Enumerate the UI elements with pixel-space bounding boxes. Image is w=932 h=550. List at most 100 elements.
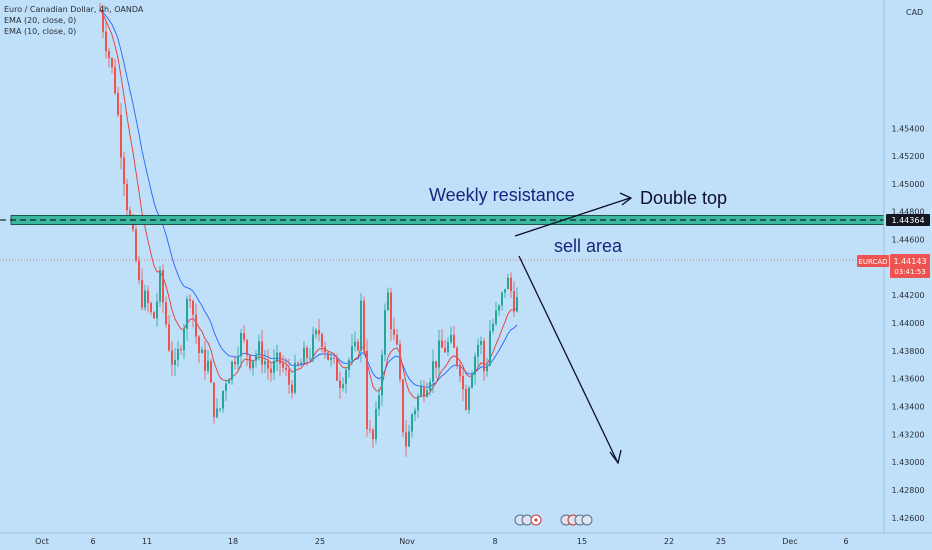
candle-body[interactable] xyxy=(192,300,194,315)
candle-body[interactable] xyxy=(369,428,371,430)
candle-body[interactable] xyxy=(174,360,176,365)
candle-body[interactable] xyxy=(414,410,416,415)
candle-body[interactable] xyxy=(384,309,386,355)
candle-body[interactable] xyxy=(483,340,485,372)
candle-body[interactable] xyxy=(492,323,494,331)
candle-body[interactable] xyxy=(243,333,245,340)
candle-body[interactable] xyxy=(99,10,101,11)
candle-body[interactable] xyxy=(426,390,428,397)
candle-body[interactable] xyxy=(288,369,290,385)
candle-body[interactable] xyxy=(216,408,218,417)
symbol-title[interactable]: Euro / Canadian Dollar, 4h, OANDA xyxy=(4,5,144,14)
candle-body[interactable] xyxy=(462,375,464,390)
candle-body[interactable] xyxy=(159,269,161,302)
candle-body[interactable] xyxy=(435,361,437,368)
candle-body[interactable] xyxy=(420,386,422,397)
candle-body[interactable] xyxy=(138,260,140,281)
candle-body[interactable] xyxy=(198,336,200,354)
candle-body[interactable] xyxy=(411,414,413,432)
candle-body[interactable] xyxy=(429,382,431,391)
candle-body[interactable] xyxy=(261,341,263,365)
candle-body[interactable] xyxy=(129,210,131,220)
candle-body[interactable] xyxy=(147,290,149,304)
candle-body[interactable] xyxy=(345,370,347,385)
candle-body[interactable] xyxy=(162,269,164,303)
candle-body[interactable] xyxy=(273,360,275,373)
ema20-legend[interactable]: EMA (20, close, 0) xyxy=(4,16,77,25)
candle-body[interactable] xyxy=(291,384,293,393)
sell-arrow-shaft[interactable] xyxy=(518,255,618,462)
candle-body[interactable] xyxy=(228,379,230,384)
candle-body[interactable] xyxy=(474,356,476,375)
candle-body[interactable] xyxy=(357,341,359,351)
candle-body[interactable] xyxy=(360,300,362,351)
candle-body[interactable] xyxy=(141,280,143,308)
candle-body[interactable] xyxy=(201,349,203,354)
candle-body[interactable] xyxy=(501,292,503,306)
candle-body[interactable] xyxy=(231,361,233,380)
double-top-arrow-shaft[interactable] xyxy=(514,197,631,237)
candle-body[interactable] xyxy=(498,305,500,311)
candle-body[interactable] xyxy=(237,356,239,365)
candle-body[interactable] xyxy=(450,334,452,343)
candle-body[interactable] xyxy=(156,301,158,319)
candle-body[interactable] xyxy=(222,390,224,409)
candle-body[interactable] xyxy=(336,358,338,381)
candle-body[interactable] xyxy=(309,357,311,359)
candle-body[interactable] xyxy=(405,432,407,447)
candle-body[interactable] xyxy=(120,114,122,158)
candle-body[interactable] xyxy=(516,297,518,312)
candle-body[interactable] xyxy=(432,361,434,383)
candle-body[interactable] xyxy=(219,408,221,410)
candle-body[interactable] xyxy=(486,365,488,372)
candle-body[interactable] xyxy=(153,312,155,319)
candle-body[interactable] xyxy=(456,347,458,365)
candle-body[interactable] xyxy=(135,229,137,261)
candle-body[interactable] xyxy=(396,334,398,345)
candle-body[interactable] xyxy=(264,361,266,365)
candle-body[interactable] xyxy=(465,389,467,410)
candle-body[interactable] xyxy=(387,292,389,310)
candle-body[interactable] xyxy=(123,157,125,185)
candle-body[interactable] xyxy=(447,342,449,353)
ema10-line[interactable] xyxy=(99,9,518,399)
candle-body[interactable] xyxy=(327,352,329,360)
candle-body[interactable] xyxy=(177,348,179,361)
candle-body[interactable] xyxy=(471,374,473,388)
candle-body[interactable] xyxy=(246,339,248,356)
candle-body[interactable] xyxy=(444,347,446,353)
candle-body[interactable] xyxy=(375,408,377,440)
candle-body[interactable] xyxy=(333,357,335,359)
candle-body[interactable] xyxy=(423,386,425,397)
candle-body[interactable] xyxy=(453,334,455,348)
candle-body[interactable] xyxy=(477,344,479,357)
candle-body[interactable] xyxy=(213,382,215,417)
candle-body[interactable] xyxy=(252,360,254,369)
candle-body[interactable] xyxy=(315,330,317,335)
candle-body[interactable] xyxy=(378,395,380,409)
candle-body[interactable] xyxy=(468,387,470,410)
candle-body[interactable] xyxy=(126,184,128,211)
ema10-legend[interactable]: EMA (10, close, 0) xyxy=(4,27,77,36)
candle-body[interactable] xyxy=(504,289,506,293)
candle-body[interactable] xyxy=(270,368,272,373)
candle-body[interactable] xyxy=(513,291,515,312)
candle-body[interactable] xyxy=(105,31,107,52)
candle-body[interactable] xyxy=(210,360,212,383)
candle-body[interactable] xyxy=(390,292,392,330)
event-icons[interactable] xyxy=(514,514,593,526)
candle-body[interactable] xyxy=(312,334,314,358)
candle-body[interactable] xyxy=(348,360,350,371)
candle-body[interactable] xyxy=(417,396,419,411)
candle-body[interactable] xyxy=(372,429,374,440)
candle-body[interactable] xyxy=(480,340,482,345)
candle-body[interactable] xyxy=(363,300,365,351)
candle-body[interactable] xyxy=(402,379,404,433)
candle-body[interactable] xyxy=(351,346,353,361)
event-icon[interactable] xyxy=(581,514,593,526)
candle-body[interactable] xyxy=(408,431,410,447)
candle-body[interactable] xyxy=(204,349,206,371)
chart-legend[interactable]: Euro / Canadian Dollar, 4h, OANDA EMA (2… xyxy=(4,4,143,37)
candle-body[interactable] xyxy=(294,362,296,393)
